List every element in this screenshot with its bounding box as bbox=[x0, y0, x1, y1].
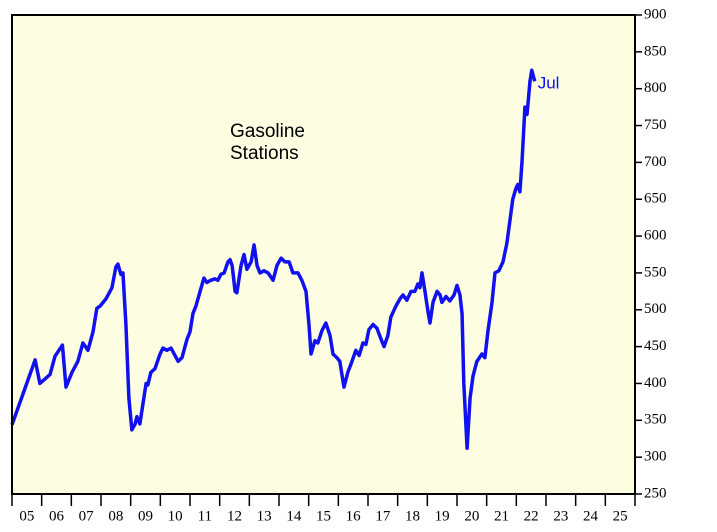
x-tick-label: 06 bbox=[49, 508, 65, 524]
x-tick-label: 09 bbox=[138, 508, 153, 524]
y-tick-label: 650 bbox=[644, 191, 667, 207]
x-tick-label: 24 bbox=[583, 508, 599, 524]
x-tick-label: 23 bbox=[553, 508, 568, 524]
data-line bbox=[10, 68, 537, 451]
y-tick-label: 850 bbox=[644, 43, 667, 59]
y-tick-label: 750 bbox=[644, 117, 667, 133]
y-tick-label: 500 bbox=[644, 301, 667, 317]
x-tick-label: 19 bbox=[435, 508, 450, 524]
x-tick-label: 18 bbox=[405, 508, 420, 524]
x-tick-label: 05 bbox=[19, 508, 34, 524]
y-tick-label: 350 bbox=[644, 412, 667, 428]
y-tick-label: 400 bbox=[644, 375, 667, 391]
x-tick-label: 10 bbox=[168, 508, 183, 524]
x-tick-label: 16 bbox=[346, 508, 362, 524]
x-tick-label: 08 bbox=[108, 508, 123, 524]
x-tick-label: 11 bbox=[198, 508, 212, 524]
x-tick-label: 17 bbox=[375, 508, 391, 524]
annotation: Jul bbox=[538, 73, 560, 92]
plot-background bbox=[12, 15, 635, 494]
y-tick-label: 300 bbox=[644, 449, 667, 465]
y-tick-label: 450 bbox=[644, 338, 667, 354]
x-tick-label: 22 bbox=[524, 508, 539, 524]
y-tick-label: 250 bbox=[644, 485, 667, 501]
chart-title: Gasoline Stations bbox=[230, 121, 305, 164]
x-tick-label: 15 bbox=[316, 508, 331, 524]
y-tick-label: 550 bbox=[644, 264, 667, 280]
y-tick-label: 800 bbox=[644, 80, 667, 96]
y-tick-label: 900 bbox=[644, 6, 667, 22]
x-tick-label: 20 bbox=[464, 508, 479, 524]
x-tick-label: 07 bbox=[79, 508, 95, 524]
layer bbox=[10, 68, 537, 451]
x-tick-label: 21 bbox=[494, 508, 509, 524]
x-tick-label: 12 bbox=[227, 508, 242, 524]
y-tick-label: 600 bbox=[644, 228, 667, 244]
x-tick-label: 13 bbox=[257, 508, 272, 524]
y-tick-label: 700 bbox=[644, 154, 667, 170]
plot-frame bbox=[11, 14, 636, 495]
x-tick-label: 25 bbox=[613, 508, 628, 524]
x-tick-label: 14 bbox=[286, 508, 302, 524]
